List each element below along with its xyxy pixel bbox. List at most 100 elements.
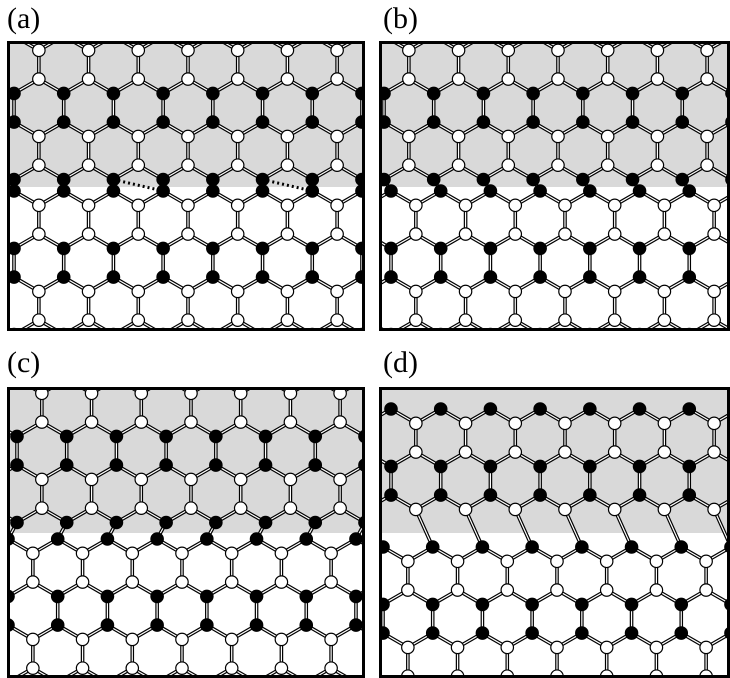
atom-black	[632, 184, 647, 198]
atom-black	[476, 115, 491, 129]
atom-white	[274, 575, 289, 589]
atom-white	[324, 661, 338, 675]
atom-white	[508, 416, 523, 431]
atom-black	[682, 270, 697, 284]
atom-white	[230, 72, 245, 86]
atom-white	[501, 158, 516, 172]
atom-white	[32, 129, 46, 144]
atom-white	[280, 198, 295, 213]
atom-white	[600, 129, 615, 144]
atom-white	[700, 72, 714, 86]
atom-white	[131, 43, 146, 58]
atom-white	[450, 554, 465, 569]
atom-black	[433, 184, 448, 198]
atom-white	[508, 445, 523, 459]
atom-black	[433, 488, 448, 502]
atom-white	[32, 158, 46, 172]
atom-black	[682, 459, 697, 474]
atom-black	[675, 86, 690, 101]
atom-white	[699, 640, 713, 655]
atom-black	[258, 429, 273, 444]
atom-white	[81, 284, 96, 299]
atom-white	[401, 640, 415, 655]
atom-white	[333, 501, 347, 515]
atom-black	[433, 241, 448, 256]
atom-white	[181, 198, 195, 213]
atom-white	[500, 583, 515, 597]
atom-black	[56, 115, 71, 129]
atom-white	[131, 227, 146, 241]
atom-black	[308, 429, 323, 444]
atom-white	[558, 313, 572, 327]
atom-white	[333, 415, 347, 429]
atom-white	[707, 284, 721, 299]
panel-frame	[379, 41, 730, 331]
atom-white	[230, 284, 245, 299]
atom-white	[125, 575, 140, 589]
atom-white	[401, 554, 415, 569]
atom-black	[384, 184, 398, 198]
atom-black	[575, 597, 589, 612]
atom-white	[184, 501, 198, 515]
atom-white	[81, 129, 96, 144]
atom-white	[230, 313, 245, 327]
atom-black	[159, 515, 173, 530]
atom-white	[81, 72, 96, 86]
atom-black	[258, 458, 273, 472]
atom-black	[209, 458, 223, 472]
atom-white	[458, 445, 473, 459]
panel-c-lattice	[7, 387, 365, 678]
atom-black	[526, 86, 540, 101]
atom-white	[131, 313, 146, 327]
atom-black	[308, 515, 323, 530]
atom-black	[533, 459, 547, 474]
atom-white	[81, 313, 96, 327]
atom-white	[650, 72, 665, 86]
atom-white	[508, 502, 523, 517]
atom-white	[131, 72, 146, 86]
atom-white	[409, 227, 423, 241]
atom-white	[75, 575, 90, 589]
atom-black	[255, 172, 270, 187]
atom-white	[500, 640, 515, 655]
atom-white	[707, 313, 721, 327]
atom-white	[501, 43, 516, 58]
atom-white	[283, 472, 298, 487]
atom-black	[150, 589, 164, 604]
atom-black	[483, 184, 498, 198]
atom-white	[32, 198, 46, 213]
atom-black	[299, 532, 314, 546]
interface-bond-inner	[415, 509, 434, 548]
atom-black	[533, 402, 547, 416]
atom-white	[699, 554, 713, 569]
atom-white	[280, 227, 295, 241]
atom-white	[26, 661, 40, 675]
atom-white	[650, 129, 665, 144]
atom-black	[59, 429, 74, 444]
atom-white	[700, 43, 714, 58]
atom-black	[583, 270, 597, 284]
atom-black	[384, 459, 398, 474]
atom-black	[583, 184, 597, 198]
interface-bond	[113, 178, 164, 193]
atom-white	[131, 158, 146, 172]
atom-black	[200, 532, 214, 546]
panel-a-lattice	[7, 41, 365, 331]
atom-black	[305, 86, 320, 101]
atom-white	[35, 472, 49, 487]
atom-white	[184, 472, 198, 487]
atom-black	[159, 429, 173, 444]
atom-white	[134, 501, 149, 515]
atom-black	[109, 458, 124, 472]
atom-white	[84, 415, 99, 429]
atom-black	[425, 597, 440, 612]
atom-white	[458, 313, 473, 327]
atom-black	[583, 241, 597, 256]
atom-white	[500, 554, 515, 569]
atom-black	[109, 429, 124, 444]
atoms-group	[7, 387, 365, 678]
atom-black	[258, 515, 273, 530]
atom-black	[533, 184, 547, 198]
atom-black	[426, 86, 441, 101]
atom-black	[249, 589, 264, 604]
